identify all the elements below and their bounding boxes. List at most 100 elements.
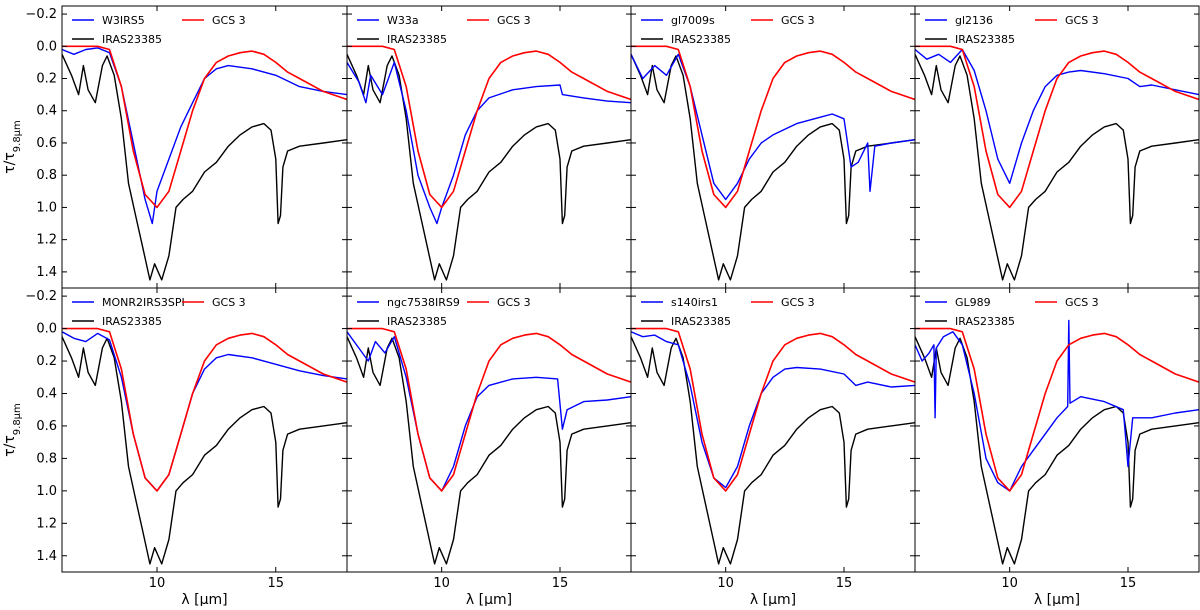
series-line-gcs3 — [62, 327, 347, 492]
y-tick-label: 1.4 — [36, 549, 57, 564]
panel-2: W33a GCS 3 IRAS23385 — [346, 5, 632, 289]
series-line-iras23385 — [347, 336, 631, 565]
legend: MONR2IRS3SPI GCS 3 IRAS23385 — [72, 296, 246, 328]
y-tick-label: 0.0 — [36, 322, 57, 337]
legend-label-object: gl7009s — [671, 14, 715, 27]
y-tick-label: −0.2 — [25, 289, 57, 304]
legend-label-iras23385: IRAS23385 — [671, 33, 731, 46]
legend-label-object: ngc7538IRS9 — [387, 296, 460, 309]
legend-label-object: W33a — [387, 14, 419, 27]
x-tick-label: 15 — [267, 576, 284, 591]
legend-label-iras23385: IRAS23385 — [102, 315, 162, 328]
y-tick-label: 1.0 — [36, 200, 57, 215]
series-line-object — [347, 61, 631, 225]
y-tick-label: 0.4 — [36, 386, 57, 401]
legend-label-object: GL989 — [955, 296, 991, 309]
series-line-object — [915, 48, 1199, 185]
legend-label-iras23385: IRAS23385 — [955, 33, 1015, 46]
series-line-gcs3 — [347, 327, 631, 492]
y-tick-label: 1.2 — [36, 516, 57, 531]
series-line-gcs3 — [62, 45, 347, 209]
series-line-iras23385 — [62, 336, 347, 565]
y-axis-title-subscript: 9.8μm — [12, 403, 23, 435]
panel-4: gl2136 GCS 3 IRAS23385 — [914, 5, 1200, 289]
legend-label-gcs3: GCS 3 — [1065, 14, 1099, 27]
series-line-gcs3 — [915, 45, 1199, 209]
panel-5: MONR2IRS3SPI GCS 3 IRAS23385 — [61, 287, 348, 573]
panel-plot-area — [347, 327, 631, 565]
legend: s140irs1 GCS 3 IRAS23385 — [641, 296, 815, 328]
y-axis-title: τ/τ9.8μm — [2, 120, 23, 174]
legend-label-gcs3: GCS 3 — [212, 296, 246, 309]
legend-label-iras23385: IRAS23385 — [102, 33, 162, 46]
panel-plot-area — [62, 327, 347, 565]
x-tick-label: 15 — [552, 576, 569, 591]
y-tick-label: 0.2 — [36, 354, 57, 369]
x-tick-label: 10 — [149, 576, 166, 591]
legend-label-gcs3: GCS 3 — [781, 14, 815, 27]
x-axis-title: λ [μm] — [466, 592, 512, 606]
y-tick-label: −0.2 — [25, 7, 57, 22]
x-tick-label: 10 — [1001, 576, 1018, 591]
series-line-iras23385 — [631, 336, 915, 565]
series-line-object — [347, 331, 631, 492]
x-tick-label: 15 — [1120, 576, 1137, 591]
y-tick-label: 0.2 — [36, 72, 57, 87]
legend-label-iras23385: IRAS23385 — [671, 315, 731, 328]
legend-label-object: gl2136 — [955, 14, 993, 27]
y-tick-label: 0.6 — [36, 136, 57, 151]
panel-1: W3IRS5 GCS 3 IRAS23385 — [61, 5, 348, 289]
legend-label-gcs3: GCS 3 — [497, 14, 531, 27]
series-line-object — [62, 47, 347, 225]
legend-label-gcs3: GCS 3 — [212, 14, 246, 27]
legend: ngc7538IRS9 GCS 3 IRAS23385 — [357, 296, 531, 328]
legend-label-iras23385: IRAS23385 — [387, 315, 447, 328]
panel-plot-area — [631, 327, 915, 565]
panel-plot-area — [62, 45, 347, 281]
legend-label-object: MONR2IRS3SPI — [102, 296, 185, 309]
legend: GL989 GCS 3 IRAS23385 — [925, 296, 1099, 328]
panel-plot-area — [347, 45, 631, 281]
legend-label-iras23385: IRAS23385 — [955, 315, 1015, 328]
legend: W33a GCS 3 IRAS23385 — [357, 14, 531, 46]
series-line-gcs3 — [915, 327, 1199, 492]
x-axis-title: λ [μm] — [1034, 592, 1080, 606]
series-line-gcs3 — [347, 45, 631, 209]
legend: gl2136 GCS 3 IRAS23385 — [925, 14, 1099, 46]
series-line-iras23385 — [915, 54, 1199, 281]
x-tick-label: 10 — [433, 576, 450, 591]
y-tick-label: 0.8 — [36, 451, 57, 466]
panel-plot-area — [631, 45, 915, 281]
series-line-iras23385 — [631, 54, 915, 281]
y-axis-title: τ/τ9.8μm — [2, 403, 23, 457]
panel-7: s140irs1 GCS 3 IRAS23385 — [630, 287, 916, 573]
y-tick-label: 0.8 — [36, 168, 57, 183]
legend-label-gcs3: GCS 3 — [781, 296, 815, 309]
y-tick-label: 1.2 — [36, 233, 57, 248]
legend: W3IRS5 GCS 3 IRAS23385 — [72, 14, 246, 46]
legend-label-gcs3: GCS 3 — [497, 296, 531, 309]
x-axis-title: λ [μm] — [750, 592, 796, 606]
y-tick-label: 0.6 — [36, 419, 57, 434]
series-line-object — [631, 331, 915, 489]
panel-plot-area — [915, 45, 1199, 281]
y-axis-title-subscript: 9.8μm — [12, 120, 23, 152]
series-line-iras23385 — [62, 54, 347, 281]
y-axis-title-main: τ/τ — [2, 152, 18, 174]
series-line-iras23385 — [915, 336, 1199, 565]
y-axis-title-main: τ/τ — [2, 435, 18, 457]
panel-8: GL989 GCS 3 IRAS23385 — [914, 287, 1200, 573]
legend-label-object: s140irs1 — [671, 296, 718, 309]
panel-plot-area — [915, 319, 1199, 565]
x-tick-label: 15 — [836, 576, 853, 591]
y-tick-label: 0.0 — [36, 39, 57, 54]
series-line-iras23385 — [347, 54, 631, 281]
y-tick-label: 1.0 — [36, 484, 57, 499]
series-line-object — [915, 319, 1199, 492]
legend: gl7009s GCS 3 IRAS23385 — [641, 14, 815, 46]
panel-6: ngc7538IRS9 GCS 3 IRAS23385 — [346, 287, 632, 573]
